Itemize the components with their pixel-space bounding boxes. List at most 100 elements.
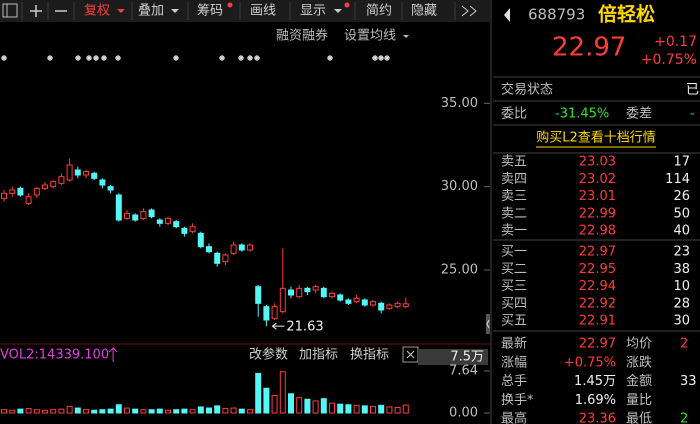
y-tick-label: 35.00 bbox=[441, 96, 478, 111]
stat-value: 22.97 bbox=[579, 337, 616, 352]
volume-bar bbox=[148, 409, 155, 414]
book-volume: 114 bbox=[665, 172, 690, 187]
candle-body bbox=[271, 306, 278, 319]
sidebar-icon[interactable] bbox=[2, 3, 18, 18]
stat-label: 涨幅 bbox=[501, 355, 527, 370]
candle-body bbox=[50, 181, 57, 188]
book-volume: 10 bbox=[673, 279, 690, 294]
candle-body bbox=[115, 194, 122, 221]
candle-body bbox=[148, 209, 155, 218]
toolbar-button[interactable]: 显示 bbox=[300, 4, 326, 19]
book-volume: 17 bbox=[673, 155, 690, 170]
candle-body bbox=[91, 172, 98, 179]
candle-body bbox=[17, 187, 24, 196]
stat-value: 33 bbox=[680, 374, 697, 389]
stat-label: 总手 bbox=[501, 374, 527, 389]
book-price: 23.02 bbox=[579, 172, 616, 187]
candle-body bbox=[255, 286, 262, 304]
volume-bar bbox=[91, 409, 98, 414]
candle-body bbox=[263, 306, 270, 321]
event-marker bbox=[378, 55, 384, 61]
volume-bar bbox=[378, 404, 385, 414]
toolbar-button[interactable]: 简约 bbox=[366, 3, 392, 19]
stat-value: 1.69% bbox=[575, 393, 616, 408]
stat-label: 均价 bbox=[626, 337, 652, 352]
candle-body bbox=[107, 186, 114, 191]
candle-body bbox=[320, 287, 327, 298]
candle-body bbox=[402, 303, 409, 308]
candle-body bbox=[9, 189, 16, 194]
toolbar-button[interactable]: 复权 bbox=[84, 3, 110, 19]
candle-body bbox=[156, 219, 163, 224]
diff-label: 委差 bbox=[626, 107, 652, 122]
candle-body bbox=[386, 304, 393, 309]
candle-body bbox=[140, 211, 147, 219]
event-marker bbox=[173, 55, 179, 61]
event-marker bbox=[372, 55, 378, 61]
volume-bar bbox=[33, 409, 40, 414]
candle-body bbox=[132, 214, 139, 221]
expand-icon[interactable] bbox=[461, 5, 477, 17]
book-level: 卖一 bbox=[501, 224, 527, 239]
event-marker bbox=[115, 55, 121, 61]
stat-value: 2 bbox=[680, 337, 688, 352]
book-volume: 38 bbox=[673, 262, 690, 277]
book-level: 卖四 bbox=[501, 172, 527, 187]
volume-bar bbox=[124, 407, 130, 414]
candle-body bbox=[337, 294, 344, 301]
toolbar-button[interactable]: 筹码 bbox=[197, 3, 223, 19]
indicator-button[interactable]: 换指标 bbox=[350, 348, 389, 363]
volume-bar bbox=[296, 397, 303, 414]
toolbar-button[interactable]: 画线 bbox=[250, 4, 276, 19]
l2-link[interactable]: 购买L2查看十档行情 bbox=[536, 130, 656, 146]
volume-bar bbox=[263, 387, 270, 414]
volume-bar bbox=[25, 408, 32, 414]
candle-body bbox=[33, 187, 40, 196]
y-tick-label: 25.00 bbox=[441, 263, 478, 278]
candle-body bbox=[361, 299, 368, 306]
stat-label: 最低 bbox=[626, 412, 652, 424]
volume-bar bbox=[50, 409, 57, 414]
stat-value: 1.45万 bbox=[574, 374, 616, 389]
book-volume: 26 bbox=[673, 189, 690, 204]
prev-stock[interactable] bbox=[504, 8, 510, 22]
chart-option[interactable]: 设置均线 bbox=[344, 29, 396, 44]
book-price: 22.92 bbox=[579, 296, 616, 311]
toolbar-button[interactable]: 隐藏 bbox=[411, 4, 437, 19]
volume-bar bbox=[361, 405, 368, 414]
indicator-button[interactable]: 加指标 bbox=[299, 348, 338, 363]
volume-bar bbox=[312, 400, 319, 414]
candle-body bbox=[296, 287, 303, 298]
chart-option[interactable]: 融资融券 bbox=[276, 28, 328, 44]
toolbar-button[interactable]: 叠加 bbox=[138, 4, 164, 19]
candle-body bbox=[74, 169, 81, 176]
status-value: 已 bbox=[686, 83, 699, 98]
volume-bar bbox=[197, 406, 204, 414]
candle-body bbox=[189, 226, 196, 233]
book-price: 23.01 bbox=[579, 189, 616, 204]
book-level: 卖三 bbox=[501, 189, 527, 204]
indicator-button[interactable]: 改参数 bbox=[249, 347, 288, 363]
candle-body bbox=[238, 244, 245, 251]
book-volume: 50 bbox=[673, 206, 690, 221]
volume-bar bbox=[165, 409, 171, 414]
annotation-label: 21.63 bbox=[286, 320, 323, 335]
toolbar-separators bbox=[21, 2, 456, 20]
volume-bar bbox=[74, 407, 81, 414]
y-tick-label: 7.64 bbox=[449, 364, 478, 379]
book-volume: 28 bbox=[673, 296, 690, 311]
volume-bar bbox=[206, 407, 212, 414]
event-marker bbox=[1, 55, 7, 61]
volume-bar bbox=[107, 408, 114, 414]
collapse-tab[interactable] bbox=[486, 314, 490, 334]
trend-arrow bbox=[108, 347, 118, 362]
volume-bar bbox=[99, 409, 106, 414]
volume-bar bbox=[156, 408, 163, 414]
annotation-arrow bbox=[272, 322, 285, 330]
stat-label: 换手* bbox=[501, 393, 534, 408]
candle-body bbox=[345, 299, 352, 304]
stat-value: +0.75% bbox=[564, 355, 616, 370]
volume-bar bbox=[402, 404, 409, 414]
candle-body bbox=[353, 297, 360, 303]
candle-body bbox=[288, 289, 294, 296]
